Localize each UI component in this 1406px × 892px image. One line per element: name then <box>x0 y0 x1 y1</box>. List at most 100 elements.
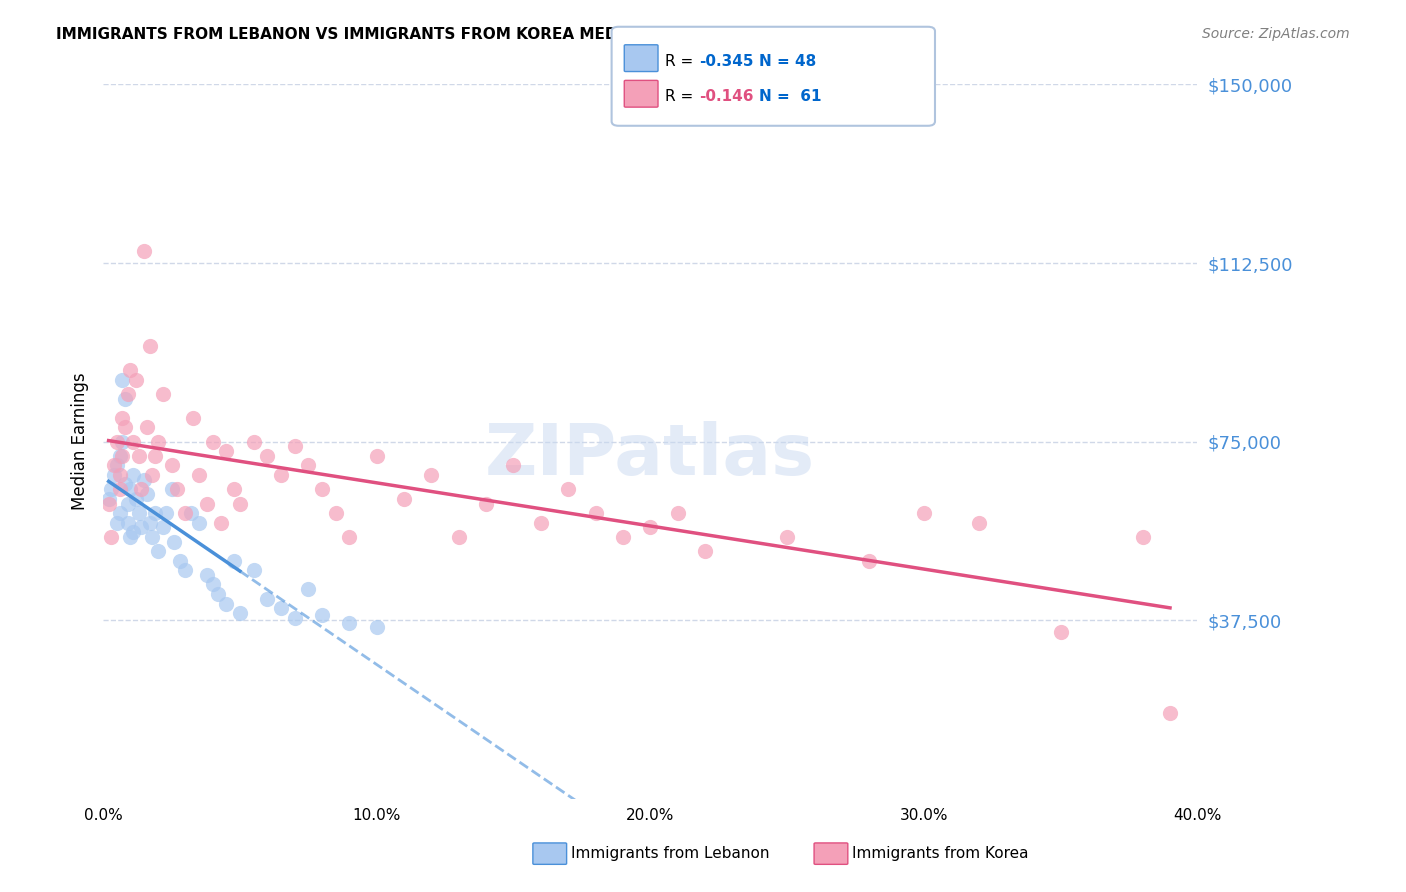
Point <box>169 554 191 568</box>
Point <box>366 620 388 634</box>
Text: N =  61: N = 61 <box>759 88 821 103</box>
Text: Immigrants from Lebanon: Immigrants from Lebanon <box>571 847 769 861</box>
Point <box>111 449 134 463</box>
Point <box>111 373 134 387</box>
Point <box>131 482 153 496</box>
Point <box>530 516 553 530</box>
Point <box>475 496 498 510</box>
Point <box>108 482 131 496</box>
Point <box>366 449 388 463</box>
Point <box>229 606 252 620</box>
Point <box>693 544 716 558</box>
Point <box>163 534 186 549</box>
Point <box>195 568 218 582</box>
Point <box>311 608 333 623</box>
Point <box>392 491 415 506</box>
Point <box>100 482 122 496</box>
Point <box>201 434 224 449</box>
Text: R =: R = <box>665 88 699 103</box>
Point <box>325 506 347 520</box>
Point <box>284 611 307 625</box>
Point <box>128 449 150 463</box>
Text: Source: ZipAtlas.com: Source: ZipAtlas.com <box>1202 27 1350 41</box>
Point <box>187 467 209 482</box>
Point <box>311 482 333 496</box>
Point <box>134 244 156 259</box>
Text: ZIPatlas: ZIPatlas <box>485 421 815 491</box>
Text: N = 48: N = 48 <box>759 54 817 69</box>
Point <box>183 410 205 425</box>
Point <box>215 444 238 458</box>
Point <box>135 487 157 501</box>
Point <box>201 577 224 591</box>
Point <box>143 449 166 463</box>
Point <box>270 467 292 482</box>
Point <box>195 496 218 510</box>
Point <box>967 516 990 530</box>
Point <box>638 520 661 534</box>
Point <box>242 563 264 577</box>
Point <box>146 544 169 558</box>
Point <box>114 420 136 434</box>
Point <box>229 496 252 510</box>
Point <box>215 597 238 611</box>
Point <box>297 582 319 597</box>
Point <box>152 520 174 534</box>
Point <box>187 516 209 530</box>
Point <box>270 601 292 615</box>
Point <box>155 506 177 520</box>
Text: IMMIGRANTS FROM LEBANON VS IMMIGRANTS FROM KOREA MEDIAN EARNINGS CORRELATION CHA: IMMIGRANTS FROM LEBANON VS IMMIGRANTS FR… <box>56 27 929 42</box>
Point <box>256 591 278 606</box>
Text: Immigrants from Korea: Immigrants from Korea <box>852 847 1029 861</box>
Point <box>1049 625 1071 640</box>
Point <box>128 506 150 520</box>
Point <box>117 387 139 401</box>
Point <box>141 530 163 544</box>
Point <box>146 434 169 449</box>
Point <box>97 496 120 510</box>
Point <box>858 554 880 568</box>
Text: -0.146: -0.146 <box>699 88 754 103</box>
Point <box>209 516 232 530</box>
Point <box>502 458 524 473</box>
Point <box>120 482 142 496</box>
Point <box>108 449 131 463</box>
Point <box>120 363 142 377</box>
Point <box>557 482 579 496</box>
Point <box>111 410 134 425</box>
Point <box>207 587 229 601</box>
Point <box>131 520 153 534</box>
Point <box>114 392 136 406</box>
Point <box>160 458 183 473</box>
Point <box>120 530 142 544</box>
Point <box>174 563 197 577</box>
Point <box>160 482 183 496</box>
Text: R =: R = <box>665 54 699 69</box>
Point <box>103 458 125 473</box>
Point <box>138 339 160 353</box>
Point <box>117 516 139 530</box>
Point <box>138 516 160 530</box>
Point <box>180 506 202 520</box>
Point <box>337 530 360 544</box>
Point <box>97 491 120 506</box>
Point <box>224 554 246 568</box>
Y-axis label: Median Earnings: Median Earnings <box>72 373 89 510</box>
Point <box>666 506 689 520</box>
Point <box>284 439 307 453</box>
Text: -0.345: -0.345 <box>699 54 754 69</box>
Point <box>103 467 125 482</box>
Point <box>122 467 145 482</box>
Point <box>125 491 148 506</box>
Point <box>242 434 264 449</box>
Point <box>297 458 319 473</box>
Point <box>337 615 360 630</box>
Point <box>108 506 131 520</box>
Point <box>912 506 935 520</box>
Point <box>105 516 128 530</box>
Point <box>143 506 166 520</box>
Point <box>108 467 131 482</box>
Point <box>420 467 443 482</box>
Point <box>134 473 156 487</box>
Point <box>1132 530 1154 544</box>
